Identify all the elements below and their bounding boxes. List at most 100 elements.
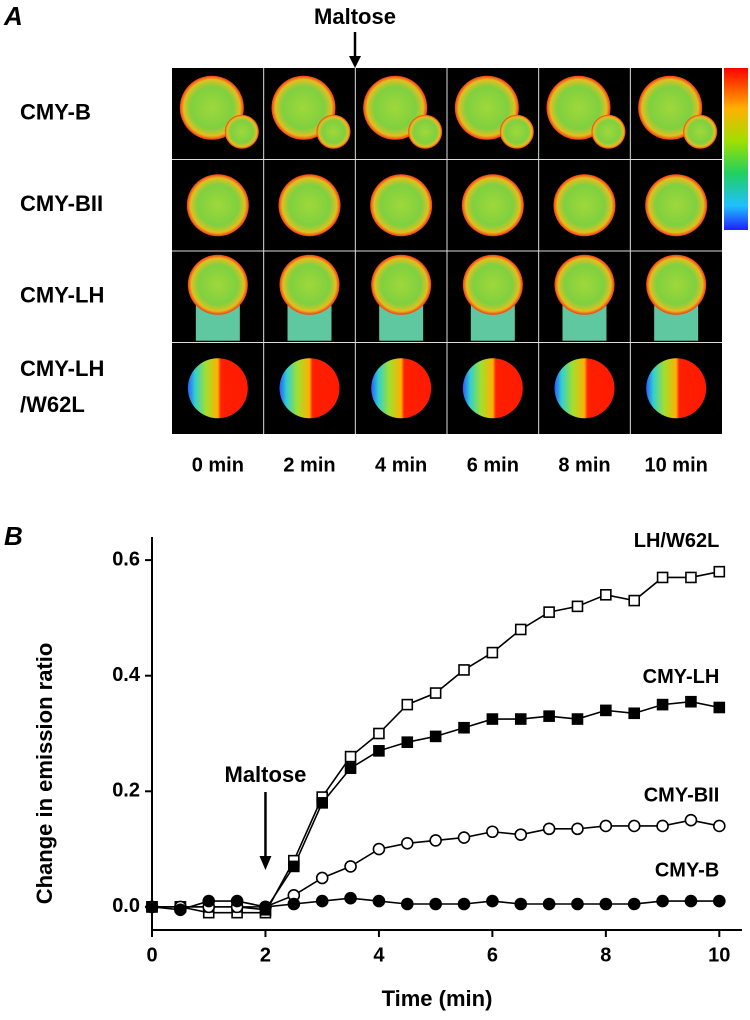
cell-image (646, 358, 707, 419)
column-label: 4 min (375, 454, 427, 476)
row-label: /W62L (20, 392, 85, 417)
row-label: CMY-LH (20, 356, 104, 381)
row-label: CMY-B (20, 100, 91, 125)
marker (627, 819, 641, 833)
marker (684, 813, 698, 827)
marker (373, 745, 385, 757)
cell-image (591, 114, 626, 149)
cell-image (499, 114, 534, 149)
cell-image (461, 174, 524, 237)
y-tick-label: 0.2 (112, 780, 140, 802)
series-label: CMY-LH (643, 666, 720, 688)
marker (713, 819, 726, 833)
marker (571, 713, 584, 725)
marker (429, 897, 442, 911)
marker (486, 713, 499, 725)
marker (571, 897, 584, 911)
marker (685, 695, 697, 708)
marker (656, 894, 669, 908)
y-tick-label: 0.0 (112, 895, 140, 917)
marker (656, 698, 669, 711)
marker (288, 860, 300, 873)
cell-image (224, 114, 259, 149)
cell-image (316, 114, 351, 149)
marker (713, 565, 726, 578)
cell-image (187, 254, 248, 315)
marker (259, 900, 272, 914)
marker (401, 736, 414, 748)
cell-image (186, 174, 249, 237)
cell-image (278, 174, 341, 237)
marker (486, 894, 499, 908)
x-tick-label: 0 (146, 944, 157, 966)
panel-label: B (4, 521, 23, 551)
x-axis-label: Time (min) (382, 986, 493, 1011)
cell-image (408, 114, 443, 149)
panel-label: A (3, 1, 23, 31)
cell-image (279, 358, 340, 419)
row-label: CMY-BII (20, 191, 103, 216)
marker (372, 894, 386, 908)
marker (372, 842, 386, 856)
marker (627, 897, 641, 911)
series-label: CMY-B (655, 859, 719, 881)
marker (685, 571, 697, 584)
marker (600, 588, 612, 601)
cell-image (554, 254, 615, 315)
marker (628, 594, 641, 607)
marker (542, 822, 556, 836)
marker (599, 819, 613, 833)
cell-image (187, 358, 248, 419)
marker (571, 600, 584, 613)
cell-image (370, 174, 433, 237)
cell-image (279, 254, 340, 315)
cell-image (553, 174, 616, 237)
marker (429, 834, 442, 847)
marker (458, 664, 470, 676)
marker (315, 871, 329, 885)
x-tick-label: 2 (260, 944, 271, 966)
series-label: LH/W62L (634, 530, 720, 552)
marker (543, 606, 555, 618)
series-line (152, 819, 720, 908)
marker (486, 646, 499, 659)
marker (543, 710, 555, 722)
marker (514, 623, 527, 636)
y-tick-label: 0.4 (112, 664, 141, 686)
marker (713, 894, 726, 908)
cell-image (371, 254, 432, 315)
marker (145, 900, 159, 914)
marker (315, 894, 329, 908)
marker (287, 897, 301, 911)
annotation: Maltose (225, 762, 307, 787)
cell-image (646, 254, 707, 315)
y-axis-label: Change in emission ratio (32, 643, 57, 905)
x-tick-label: 10 (708, 944, 730, 966)
cell-image (462, 254, 523, 315)
marker (344, 891, 357, 905)
x-tick-label: 4 (373, 944, 385, 966)
marker (514, 897, 528, 911)
marker (542, 897, 556, 911)
marker (344, 860, 357, 873)
cell-image (554, 358, 615, 419)
marker (429, 730, 442, 743)
marker (230, 894, 244, 908)
marker (713, 701, 726, 714)
marker (344, 762, 357, 774)
marker (656, 819, 669, 833)
column-label: 6 min (467, 454, 519, 476)
y-tick-label: 0.6 (112, 548, 140, 570)
marker (600, 704, 612, 717)
marker (486, 825, 499, 839)
marker (401, 698, 414, 711)
column-label: 10 min (644, 454, 707, 476)
marker (457, 831, 471, 844)
marker (202, 894, 216, 908)
color-bar (724, 68, 748, 230)
marker (400, 897, 414, 911)
marker (656, 571, 669, 584)
series-label: CMY-BII (644, 784, 720, 806)
column-label: 2 min (283, 454, 335, 476)
